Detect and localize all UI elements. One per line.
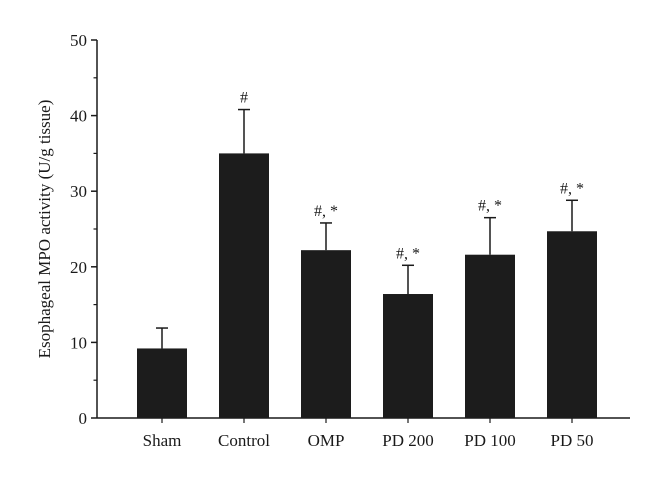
y-tick-label: 20 [70, 258, 87, 277]
bar-sham [137, 348, 187, 418]
significance-label: #, * [560, 180, 584, 197]
significance-label: #, * [478, 198, 502, 215]
bars [137, 153, 597, 418]
error-bars [156, 108, 578, 349]
x-tick-label: PD 200 [382, 431, 433, 450]
y-tick-label: 30 [70, 182, 87, 201]
x-tick-label: Sham [143, 431, 182, 450]
y-tick-label: 0 [79, 409, 88, 428]
y-tick-label: 50 [70, 31, 87, 50]
significance-annotations: # #, * #, * #, * #, * [240, 90, 584, 263]
bar-control [219, 153, 269, 418]
significance-label: # [240, 90, 248, 107]
y-ticks: 0 10 20 30 40 50 [70, 31, 97, 428]
significance-label: #, * [314, 203, 338, 220]
y-tick-label: 10 [70, 333, 87, 352]
x-tick-label: Control [218, 431, 270, 450]
x-tick-label: OMP [308, 431, 345, 450]
bar-omp [301, 250, 351, 418]
bar-pd-100 [465, 254, 515, 418]
bar-pd-200 [383, 294, 433, 418]
bar-pd-50 [547, 231, 597, 418]
x-tick-labels: Sham Control OMP PD 200 PD 100 PD 50 [143, 418, 594, 450]
x-tick-label: PD 50 [551, 431, 594, 450]
y-tick-label: 40 [70, 107, 87, 126]
x-tick-label: PD 100 [464, 431, 515, 450]
y-axis-label: Esophageal MPO activity (U/g tissue) [35, 100, 54, 359]
significance-label: #, * [396, 245, 420, 262]
